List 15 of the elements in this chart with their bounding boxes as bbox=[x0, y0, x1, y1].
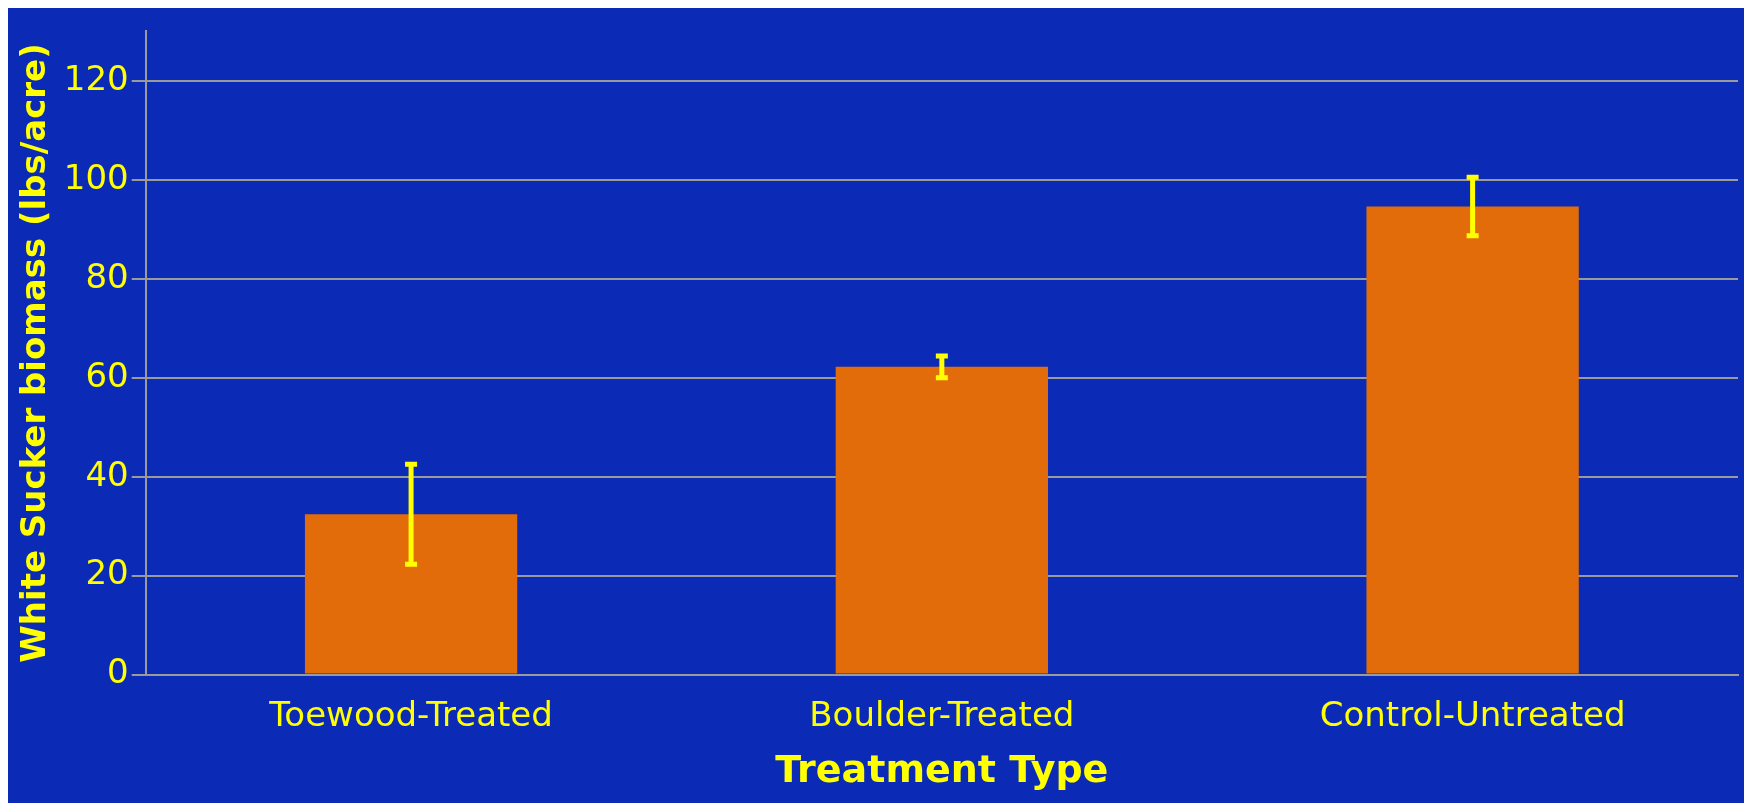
y-tick-label: 120 bbox=[63, 57, 129, 98]
y-tick-label: 100 bbox=[63, 156, 129, 197]
y-tick-label: 40 bbox=[85, 453, 129, 494]
y-tick-label: 0 bbox=[107, 651, 129, 692]
bar bbox=[304, 514, 518, 674]
x-tick-label: Toewood-Treated bbox=[268, 693, 553, 734]
y-tick-label: 80 bbox=[85, 255, 129, 296]
bar bbox=[835, 366, 1048, 674]
x-axis-title: Treatment Type bbox=[775, 747, 1109, 792]
x-tick-label: Boulder-Treated bbox=[809, 693, 1075, 734]
y-tick-label: 60 bbox=[85, 354, 129, 395]
bar bbox=[1366, 206, 1579, 674]
x-tick-label: Control-Untreated bbox=[1319, 693, 1626, 734]
y-axis-title: White Sucker biomass (lbs/acre) bbox=[13, 43, 54, 663]
y-tick-label: 20 bbox=[85, 552, 129, 593]
